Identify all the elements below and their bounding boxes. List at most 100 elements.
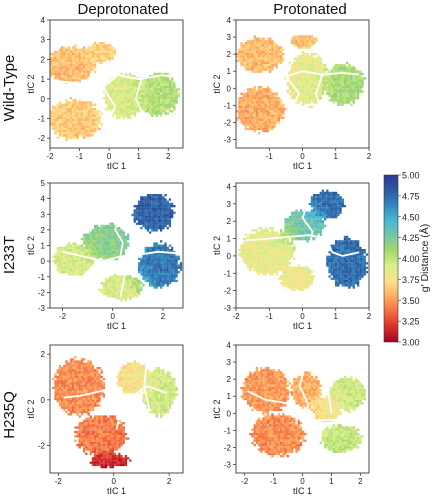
heatmap-cell [76,260,79,263]
heatmap-cell [120,110,123,113]
heatmap-cell [144,101,147,104]
heatmap-cell [317,97,320,100]
heatmap-cell [166,284,169,287]
heatmap-cell [293,231,296,234]
heatmap-cell [94,70,97,73]
heatmap-cell [72,121,75,124]
heatmap-cell [177,92,180,95]
heatmap-cell [111,282,114,285]
heatmap-cell [271,233,274,236]
heatmap-cell [258,55,261,58]
heatmap-cell [160,205,163,208]
heatmap-cell [324,68,327,71]
heatmap-cell [105,253,108,256]
heatmap-cell [258,119,261,122]
heatmap-cell [111,105,114,109]
heatmap-cell [266,231,270,234]
heatmap-cell [135,211,139,214]
heatmap-cell [89,251,92,254]
heatmap-cell [127,88,130,91]
heatmap-cell [282,108,285,111]
heatmap-cell [302,77,305,80]
heatmap-cell [54,59,57,62]
heatmap-cell [122,297,125,300]
heatmap-cell [63,66,66,69]
heatmap-cell [273,238,276,241]
heatmap-cell [94,123,97,126]
heatmap-cell [74,130,77,133]
heatmap-cell [240,244,243,247]
heatmap-cell [155,86,158,89]
heatmap-cell [286,242,289,245]
heatmap-cell [61,262,64,265]
heatmap-cell [271,92,274,95]
heatmap-cell [247,249,250,252]
heatmap-cell [258,64,261,67]
heatmap-cell [157,218,161,221]
heatmap-cell [293,277,296,280]
heatmap-cell [264,116,267,120]
heatmap-cell [164,211,167,214]
heatmap-cell [315,83,318,87]
heatmap-cell [166,273,169,276]
heatmap-cell [350,90,353,93]
heatmap-cell [85,110,88,113]
heatmap-cell [308,97,311,100]
heatmap-cell [269,108,272,111]
heatmap-cell [76,114,79,117]
heatmap-cell [83,64,86,67]
heatmap-cell [133,288,136,291]
heatmap-cell [157,246,161,250]
heatmap-cell [149,284,152,287]
heatmap-cell [129,101,132,104]
heatmap-cell [330,99,333,102]
heatmap-cell [54,53,57,56]
heatmap-cell [297,88,300,91]
heatmap-cell [321,88,325,91]
heatmap-cell [65,123,68,126]
heatmap-cell [262,251,265,254]
heatmap-cell [253,53,256,56]
heatmap-cell [291,37,294,40]
heatmap-cell [58,61,62,65]
heatmap-cell [109,255,112,258]
heatmap-cell [142,218,145,221]
heatmap-cell [354,97,358,100]
heatmap-cell [330,88,333,91]
heatmap-cell [337,90,340,93]
heatmap-cell [288,216,292,219]
heatmap-cell [260,110,263,113]
heatmap-cell [271,68,274,71]
heatmap-cell [69,77,73,80]
heatmap-cell [91,114,95,117]
heatmap-cell [113,244,117,247]
heatmap-cell [324,86,327,89]
heatmap-cell [142,79,145,82]
heatmap-cell [253,127,256,131]
heatmap-cell [317,231,320,234]
heatmap-cell [240,255,243,258]
heatmap-cell [166,268,169,272]
heatmap-cell [255,240,259,243]
heatmap-cell [94,116,97,120]
heatmap-cell [131,88,134,91]
heatmap-cell [162,99,165,102]
heatmap-cell [258,255,261,258]
heatmap-cell [350,242,353,245]
heatmap-cell [94,48,97,51]
heatmap-cell [89,57,92,60]
heatmap-cell [321,211,325,214]
heatmap-cell [315,57,318,60]
heatmap-cell [242,61,245,65]
heatmap-cell [286,224,289,228]
heatmap-cell [164,271,167,274]
heatmap-cell [129,110,132,113]
heatmap-cell [271,266,274,269]
heatmap-cell [116,257,119,261]
heatmap-cell [65,59,68,62]
heatmap-cell [269,235,272,239]
heatmap-cell [58,255,62,258]
heatmap-cell [297,37,300,40]
heatmap-cell [78,68,81,71]
heatmap-cell [140,97,143,100]
